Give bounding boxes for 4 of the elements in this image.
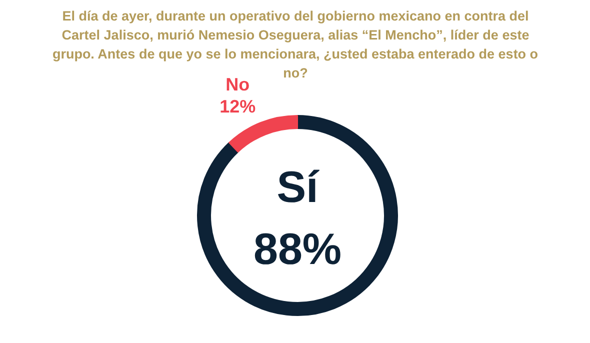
data-label: 88%	[253, 225, 342, 274]
data-label: 12%	[220, 96, 256, 117]
slice-label: Sí	[276, 163, 320, 212]
slice-label: No	[226, 74, 250, 95]
